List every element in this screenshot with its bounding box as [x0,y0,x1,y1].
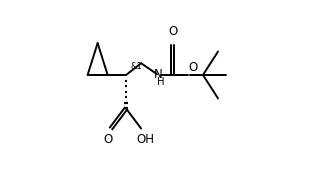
Text: &1: &1 [130,62,142,71]
Text: H: H [156,77,164,87]
Text: O: O [168,25,178,38]
Text: N: N [154,69,162,81]
Text: OH: OH [136,133,154,146]
Text: O: O [189,61,198,74]
Text: O: O [104,133,113,146]
